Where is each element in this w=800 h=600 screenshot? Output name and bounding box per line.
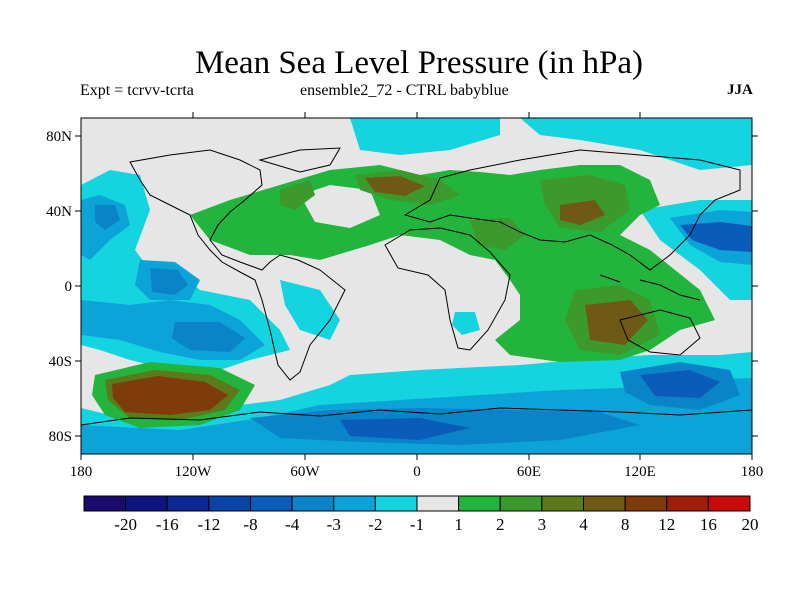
colorbar-label: -8 (243, 515, 257, 534)
colorbar-swatch (250, 495, 293, 512)
lon-ticks (80, 112, 753, 460)
colorbar-swatch (416, 495, 460, 512)
negative-area (172, 322, 245, 352)
eurasia-coastline (403, 149, 741, 271)
colorbar-label: 16 (700, 515, 717, 534)
colorbar-label: 1 (454, 515, 463, 534)
map-title: Mean Sea Level Pressure (in hPa) (194, 45, 644, 81)
islands-coastline (599, 274, 701, 301)
colorbar-labels: -20 -16 -12 -8 -4 -3 -2 -1 1 2 3 4 8 12 16 20 (114, 515, 758, 534)
americas-coastline (129, 149, 346, 381)
colorbar-swatch (333, 495, 376, 512)
colorbar (83, 495, 751, 512)
colorbar-swatch (125, 495, 168, 512)
colorbar-swatch (166, 495, 210, 512)
lat-label-40n: 40N (46, 204, 72, 220)
colorbar-swatch (624, 495, 668, 512)
lat-label-80s: 80S (49, 429, 72, 445)
contour-field (81, 118, 752, 454)
negative-area (340, 418, 470, 440)
colorbar-swatch (208, 495, 251, 512)
lon-label-120w: 120W (175, 464, 213, 480)
colorbar-label: 8 (621, 515, 630, 534)
colorbar-label: -4 (285, 515, 300, 534)
colorbar-swatch (499, 495, 543, 512)
positive-area (560, 200, 605, 225)
negative-area (520, 118, 752, 170)
experiment-label: Expt = tcrvv-tcrta (80, 82, 194, 99)
colorbar-label: -20 (114, 515, 137, 534)
colorbar-label: 20 (742, 515, 759, 534)
lon-label-60w: 60W (290, 464, 320, 480)
colorbar-swatch (291, 495, 335, 512)
lat-label-80n: 80N (46, 129, 72, 145)
lon-label-120e: 120E (624, 464, 656, 480)
neutral-area (300, 185, 380, 228)
colorbar-label: 12 (658, 515, 675, 534)
coastlines (81, 147, 752, 426)
africa-coastline (384, 227, 511, 351)
colorbar-label: 2 (496, 515, 505, 534)
lat-ticks (75, 135, 758, 437)
negative-area (150, 268, 188, 295)
negative-area (95, 205, 120, 230)
lon-label-60e: 60E (517, 464, 541, 480)
antarctica-coastline (81, 407, 752, 426)
negative-area (640, 370, 720, 398)
colorbar-swatch (666, 495, 709, 512)
negative-area (680, 222, 752, 252)
positive-area (280, 180, 315, 210)
australia-coastline (619, 309, 701, 356)
lon-label-180e: 180 (741, 464, 764, 480)
colorbar-swatch (541, 495, 584, 512)
positive-area (365, 176, 425, 196)
lat-label-40s: 40S (49, 354, 72, 370)
colorbar-swatch (458, 495, 501, 512)
season-label: JJA (727, 82, 753, 98)
colorbar-swatch (374, 495, 418, 512)
positive-area (112, 376, 228, 415)
colorbar-swatch (83, 495, 127, 512)
lon-label-180w: 180 (70, 464, 93, 480)
greenland-coastline (258, 147, 341, 173)
positive-area (470, 218, 525, 250)
negative-area (350, 118, 500, 155)
colorbar-swatch (707, 495, 751, 512)
lon-label-0: 0 (413, 464, 421, 480)
colorbar-label: -3 (327, 515, 341, 534)
colorbar-label: -1 (410, 515, 424, 534)
lat-label-0: 0 (65, 279, 73, 295)
negative-area (452, 312, 480, 335)
colorbar-swatch (583, 495, 626, 512)
positive-area (585, 300, 648, 345)
colorbar-label: -16 (156, 515, 179, 534)
colorbar-label: 3 (538, 515, 547, 534)
colorbar-label: -2 (368, 515, 382, 534)
colorbar-label: -12 (198, 515, 221, 534)
negative-area (280, 280, 340, 340)
ensemble-label: ensemble2_72 - CTRL babyblue (300, 82, 509, 99)
colorbar-label: 4 (579, 515, 588, 534)
